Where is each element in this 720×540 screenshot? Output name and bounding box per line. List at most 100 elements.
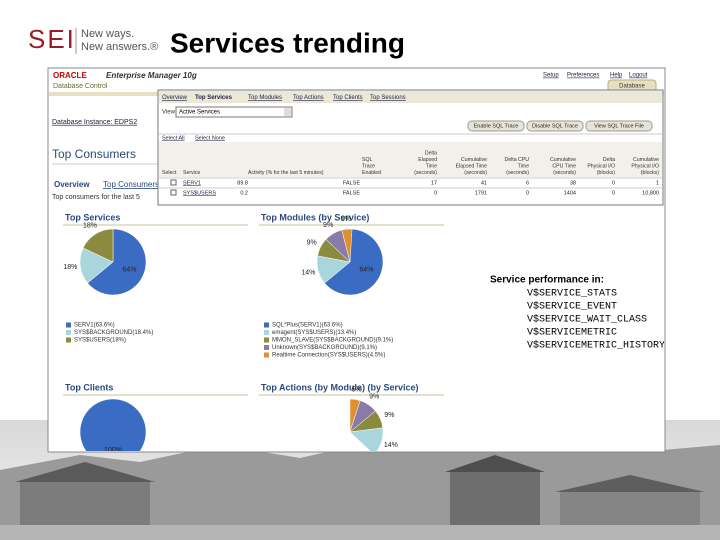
column-header: (seconds) (506, 170, 529, 176)
cell: 10,800 (642, 190, 659, 196)
subtab[interactable]: Top Consumers (103, 180, 159, 189)
column-header: Cumulative (633, 157, 659, 163)
product-sub: Database Control (53, 83, 108, 90)
pie-title: Top Services (65, 212, 120, 222)
pie-slice (87, 228, 147, 296)
instance-link[interactable]: Database Instance: EDPS2 (52, 119, 137, 126)
pie-title: Top Actions (by Module) (by Service) (261, 382, 419, 392)
select-link[interactable]: Select None (195, 135, 225, 141)
button[interactable] (526, 120, 584, 132)
cell: FALSE (343, 190, 360, 196)
popup-tab[interactable]: Top Actions (293, 95, 324, 101)
slice-label: 9% (369, 393, 379, 400)
slice-label: 18% (83, 223, 97, 230)
column-header: Cumulative (461, 157, 487, 163)
column-header: (seconds) (464, 170, 487, 176)
legend-label: SYS$USERS(18%) (74, 338, 126, 344)
column-header: (blocks) (641, 170, 659, 176)
pie-slice (341, 228, 353, 263)
popup-tab[interactable]: Top Sessions (370, 95, 406, 101)
top-link[interactable]: Preferences (567, 73, 599, 79)
pies: Top Services 64% SERV1(63.6%) 18% SYS$BACKGR… (63, 212, 444, 451)
button[interactable] (585, 120, 653, 132)
tagline: New answers.® (81, 41, 158, 53)
column-header: Service (183, 170, 200, 176)
button[interactable] (467, 120, 525, 132)
cell: 17 (431, 180, 437, 186)
column-header: (blocks) (597, 170, 615, 176)
pie-title: Top Modules (by Service) (261, 212, 369, 222)
legend-label: SQL*Plus(SERV1)(63.6%) (272, 323, 343, 329)
column-header: Time (426, 163, 437, 169)
subtab[interactable]: Overview (54, 180, 90, 189)
column-header: Physical I/O (631, 163, 659, 169)
button-label[interactable]: Enable SQL Trace (474, 123, 519, 129)
top-link[interactable]: Help (610, 73, 623, 79)
pie-slice (349, 427, 384, 451)
top-link[interactable]: Logout (629, 73, 648, 79)
legend-label: SYS$BACKGROUND(18.4%) (74, 330, 153, 336)
popup-tab[interactable]: Top Clients (333, 95, 363, 101)
column-header: Elapsed Time (456, 163, 488, 169)
popup-tab[interactable]: Top Services (195, 95, 233, 101)
cell[interactable]: SERV1 (183, 180, 201, 186)
column-header: Trace (362, 163, 375, 169)
cell: 1 (656, 180, 659, 186)
logo: SEI (28, 24, 76, 54)
cell: 38 (570, 180, 576, 186)
column-header: Elapsed (418, 157, 437, 163)
legend-swatch (264, 352, 269, 358)
product-name: Enterprise Manager 10g (106, 71, 197, 80)
slice-label: 5% (352, 386, 362, 393)
cell: 0.2 (240, 190, 248, 196)
cell: 1404 (564, 190, 576, 196)
slice-label: 9% (384, 412, 394, 419)
table-header (159, 142, 662, 177)
legend-label: Unknown(SYS$BACKGROUND)(9.1%) (272, 345, 377, 351)
select-arrow[interactable] (284, 108, 291, 116)
cell: 6 (526, 180, 529, 186)
legend-swatch (264, 322, 269, 328)
top-link[interactable]: Setup (543, 73, 559, 79)
button-label[interactable]: Disable SQL Trace (532, 123, 578, 129)
legend-swatch (66, 330, 71, 335)
legend-label: SERV1(63.6%) (74, 323, 115, 329)
cell[interactable]: SYS$USERS (183, 190, 216, 196)
column-header: Cumulative (550, 157, 576, 163)
slice-label: 9% (323, 222, 333, 229)
column-header: CPU Time (552, 163, 576, 169)
pie-slice (82, 228, 114, 263)
popup-tabbar (159, 91, 662, 103)
legend-swatch (264, 345, 269, 350)
select-link[interactable]: Select All (162, 135, 185, 141)
cell: 0 (526, 190, 529, 196)
slice-label: 14% (301, 270, 315, 277)
column-header: Select (162, 170, 177, 176)
em-content: ORACLE Enterprise Manager 10g Database C… (49, 71, 665, 451)
section-heading: Top Consumers (52, 147, 136, 161)
column-header: Delta (603, 157, 615, 163)
popup-tab[interactable]: Top Modules (248, 95, 282, 101)
row-checkbox[interactable] (170, 189, 177, 196)
row-checkbox[interactable] (170, 179, 177, 186)
view-name: V$SERVICE_EVENT (527, 301, 617, 313)
legend-swatch (66, 337, 71, 343)
view-name: V$SERVICE_WAIT_CLASS (527, 314, 647, 326)
db-tab-label[interactable]: Database (619, 84, 645, 90)
legend-label: Realtime Connection(SYS$USERS)(4.5%) (272, 353, 385, 359)
cell: 0 (434, 190, 437, 196)
column-header: Delta (425, 150, 437, 156)
popup-tab[interactable]: Overview (162, 95, 188, 101)
popup: View Active Services Overview Top Service… (157, 89, 664, 206)
column-header: Physical I/O (587, 163, 615, 169)
view-value[interactable]: Active Services (179, 110, 220, 116)
legend-label: emagent(SYS$USERS)(13.4%) (272, 330, 356, 336)
cell: 1791 (475, 190, 487, 196)
legend-swatch (264, 337, 269, 343)
tagline: New ways. (81, 28, 134, 40)
view-name: V$SERVICEMETRIC_HISTORY (527, 340, 665, 352)
button-label[interactable]: View SQL Trace File (594, 123, 644, 129)
cell: 0 (612, 190, 615, 196)
view-select[interactable] (175, 106, 293, 118)
